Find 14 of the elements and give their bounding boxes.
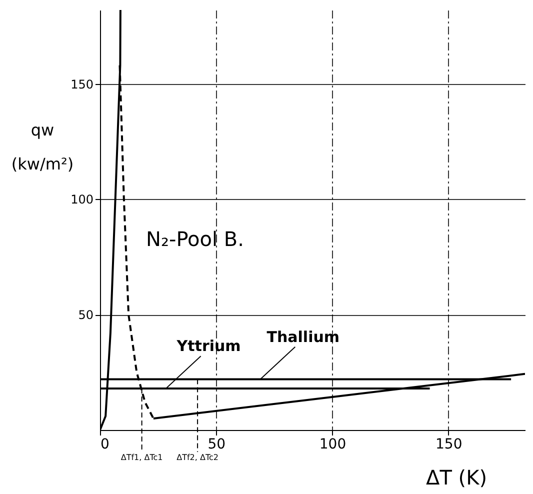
text: Thallium [266,328,340,346]
text: Yttrium [176,337,241,356]
annotation: N₂-Pool B. [146,227,244,251]
y-tick-label: 100 [70,192,94,207]
x-tick-label: 150 [435,436,462,452]
x-axis-title: ΔT (K) [426,466,487,490]
annotation: ΔTf2, ΔTc2 [176,453,218,462]
y-axis-title: qw (kw/m²) [11,120,74,174]
y-tick-label: 50 [78,308,94,322]
annotation: ΔTf1, ΔTc1 [120,453,163,462]
x-tick-label: 100 [319,436,346,452]
x-tick-label: 0 [100,436,110,452]
x-tick-label: 50 [208,436,226,452]
y-tick-label: 150 [70,77,94,92]
